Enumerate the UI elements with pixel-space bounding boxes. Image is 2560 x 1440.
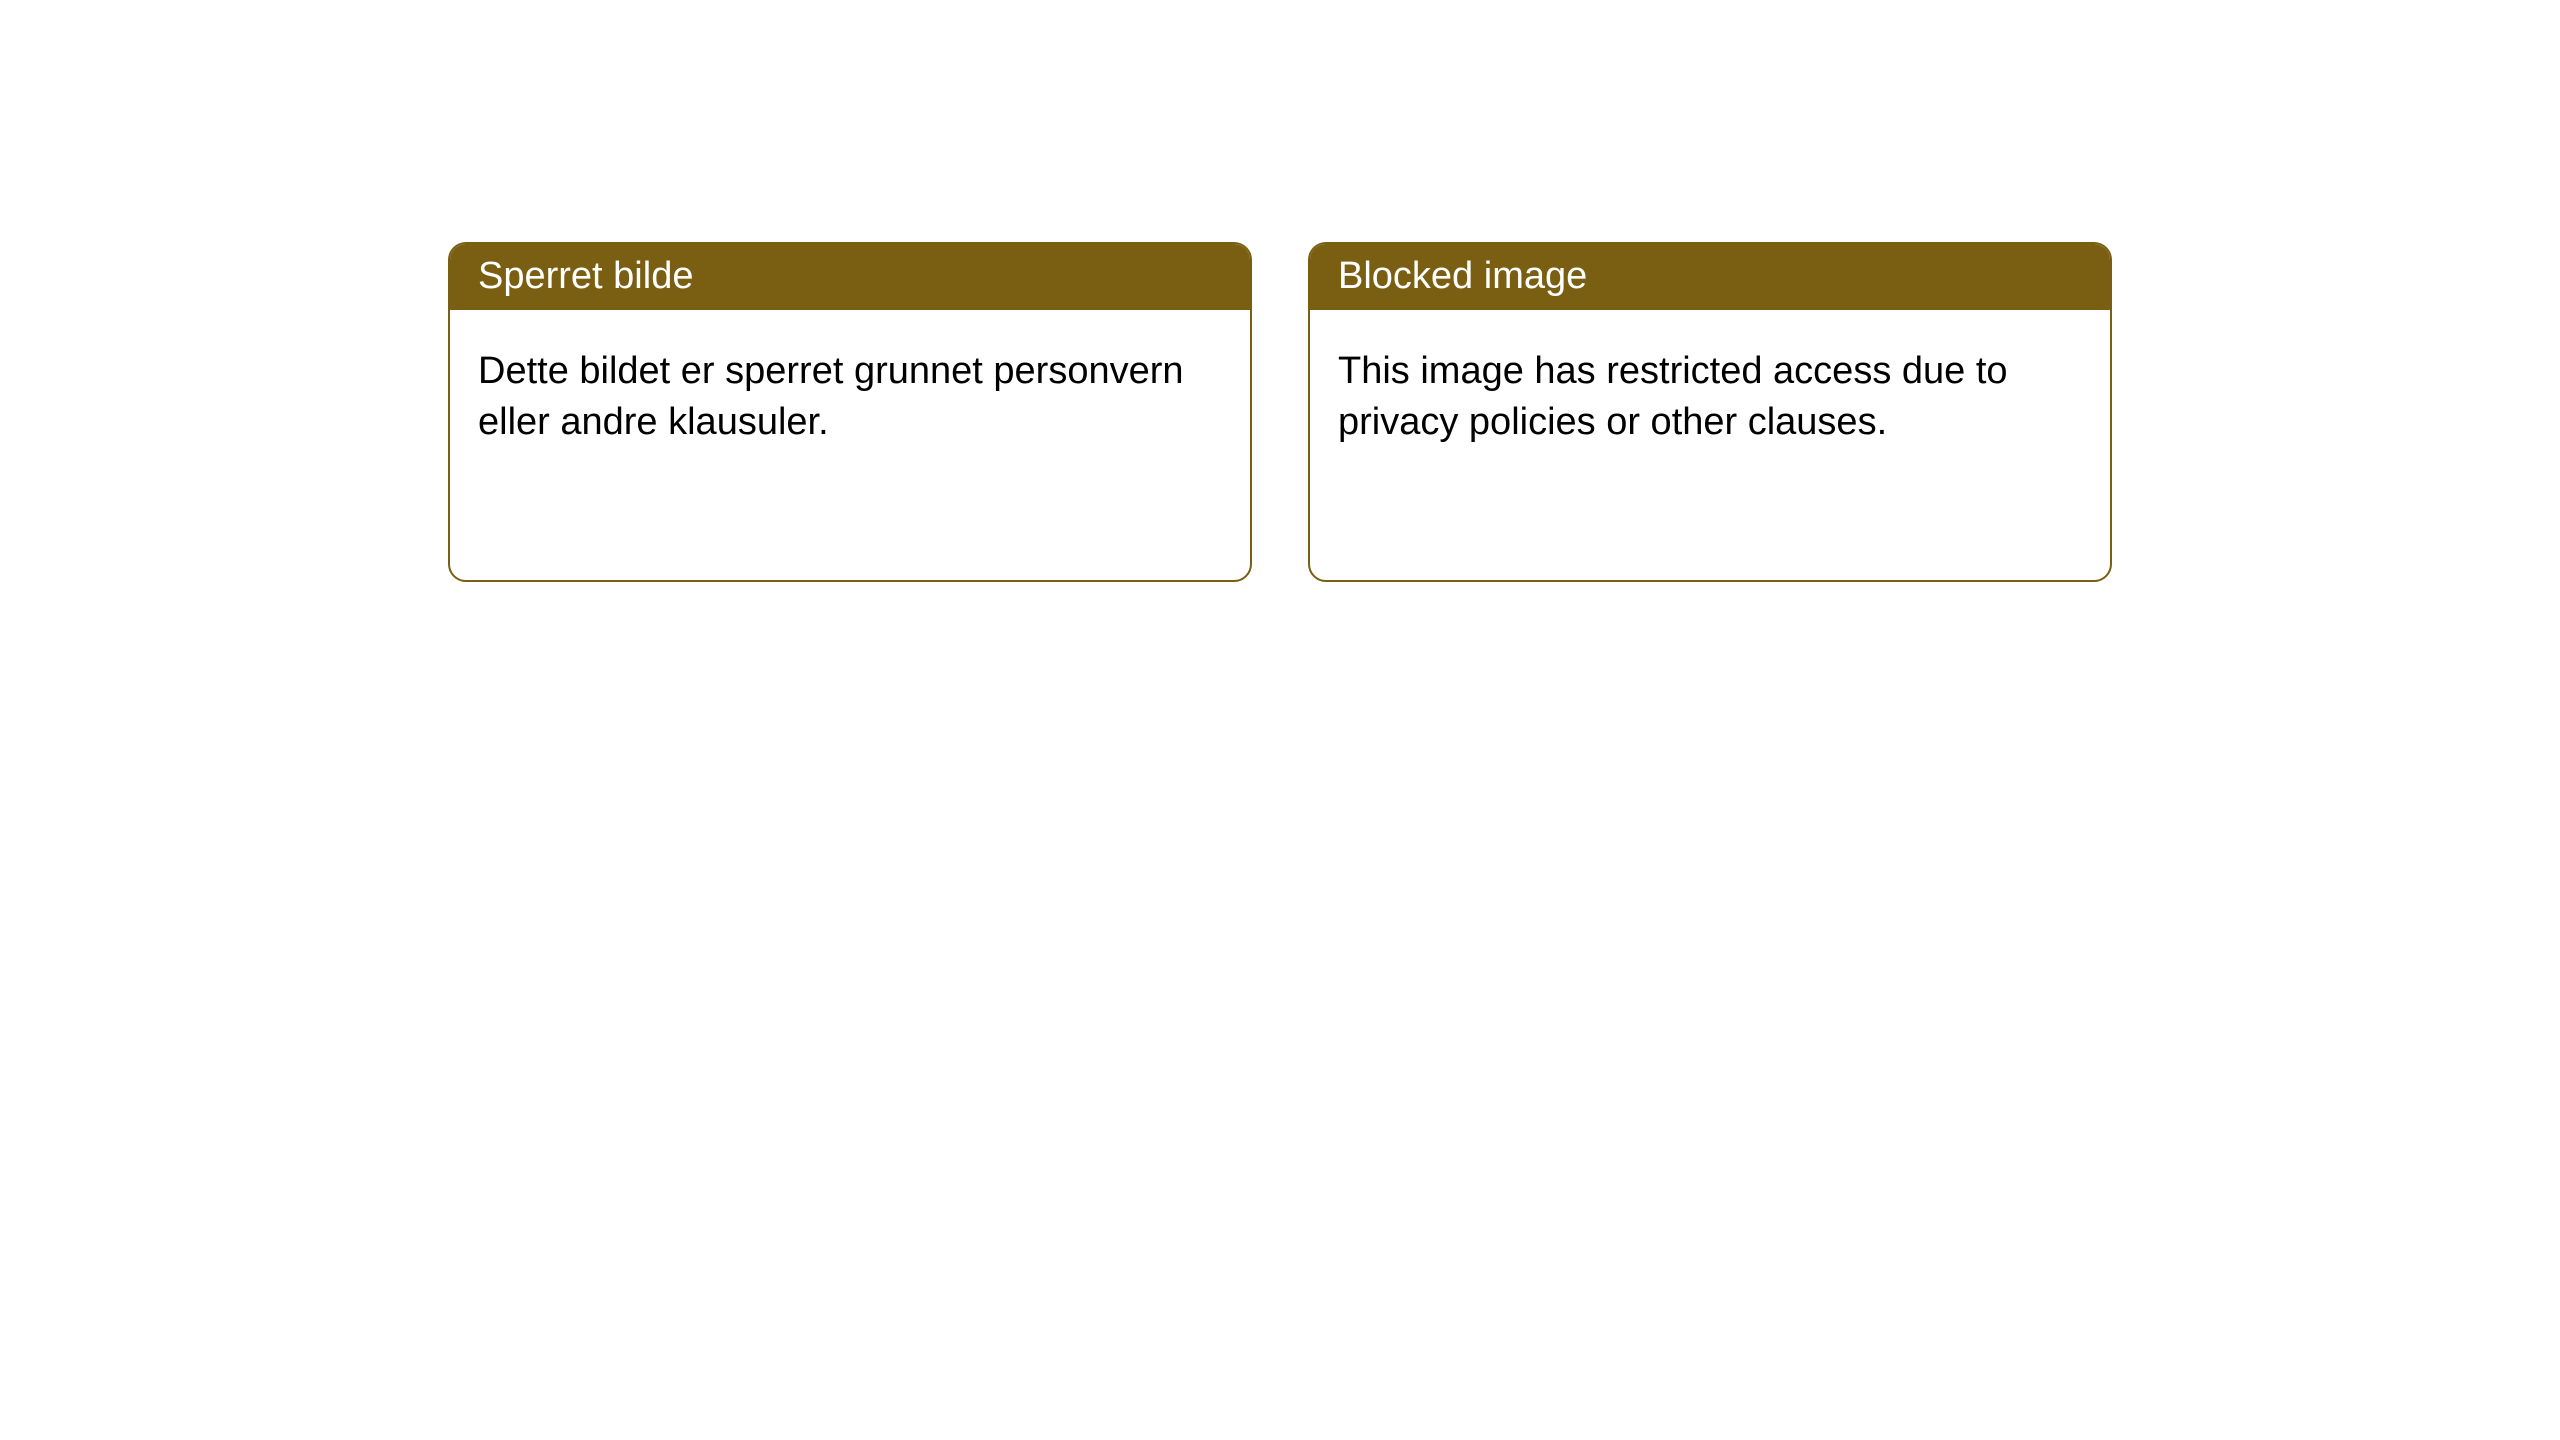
notice-card-body: This image has restricted access due to … <box>1310 310 2110 580</box>
notice-card-english: Blocked image This image has restricted … <box>1308 242 2112 582</box>
notice-container: Sperret bilde Dette bildet er sperret gr… <box>0 0 2560 582</box>
notice-card-title: Sperret bilde <box>450 244 1250 310</box>
notice-card-norwegian: Sperret bilde Dette bildet er sperret gr… <box>448 242 1252 582</box>
notice-card-body: Dette bildet er sperret grunnet personve… <box>450 310 1250 580</box>
notice-card-title: Blocked image <box>1310 244 2110 310</box>
